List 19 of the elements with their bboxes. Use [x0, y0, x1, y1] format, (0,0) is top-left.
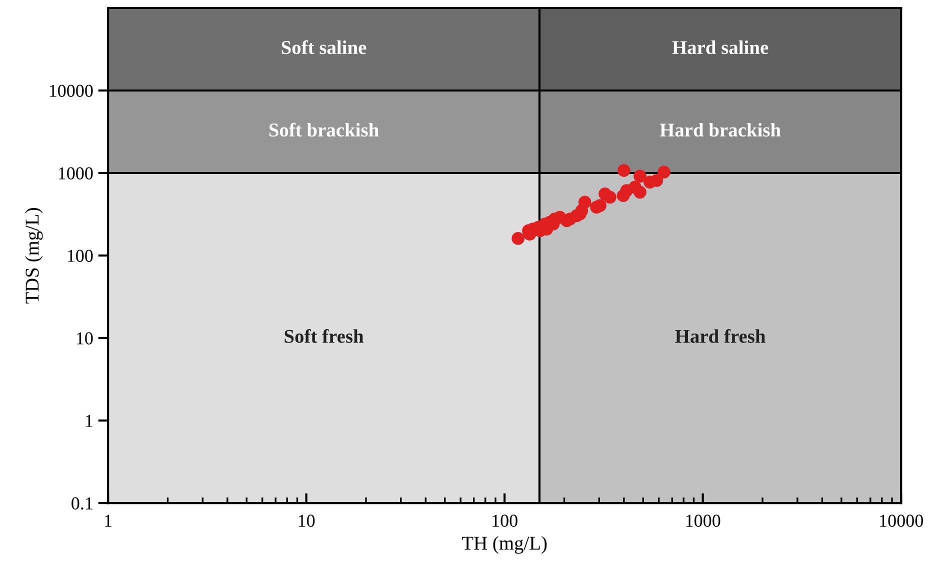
x-tick-label: 10 — [298, 514, 315, 527]
annotation: Hard fresh — [675, 329, 766, 343]
annotation: Soft brackish — [269, 122, 379, 137]
annotation: Soft fresh — [284, 329, 364, 343]
y-tick-label: 100 — [68, 250, 93, 262]
annotation: Hard saline — [672, 40, 768, 54]
x-axis-title: TH (mg/L) — [462, 536, 547, 554]
y-axis-title: TDS (mg/L) — [25, 208, 43, 304]
y-tick-label: 10 — [76, 332, 93, 344]
annotation: Hard brackish — [660, 122, 781, 137]
x-tick-label: 1 — [105, 514, 112, 527]
y-tick-label: 1000 — [58, 167, 93, 180]
x-tick-label: 1000 — [686, 514, 720, 527]
annotation: Soft saline — [282, 40, 366, 54]
y-tick-label: 1 — [86, 414, 92, 427]
y-tick-label: 0.1 — [72, 497, 92, 510]
x-tick-label: 10000 — [880, 514, 923, 527]
y-tick-label: 10000 — [50, 84, 93, 97]
x-tick-label: 100 — [492, 514, 518, 527]
